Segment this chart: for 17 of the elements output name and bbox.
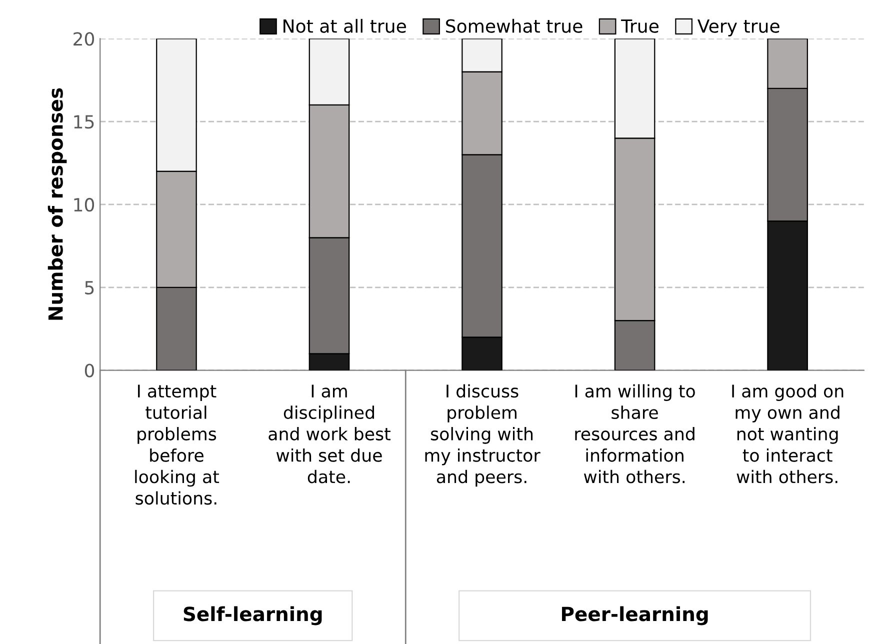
legend-label: True	[621, 19, 658, 33]
x-tick-label: I am willing to share resources and information with others.	[575, 384, 695, 484]
text: Self-learning	[184, 606, 322, 626]
x-tick-label: I am disciplined and work best with set due date.	[268, 384, 390, 484]
y-tick-label: 15	[74, 115, 94, 129]
y-tick-label: 20	[74, 32, 94, 46]
text: Peer-learning	[562, 606, 708, 626]
x-tick-label: I discuss problem solving with my instructor and peers.	[425, 384, 540, 487]
y-tick-label: 10	[74, 198, 94, 212]
y-tick-label: 5	[85, 281, 94, 294]
x-tick-label: I am good on my own and not wanting to interact with others.	[732, 384, 844, 484]
legend-label: Very true	[698, 19, 780, 36]
y-axis-title: Number of responses	[48, 88, 67, 320]
y-tick-label: 0	[84, 364, 94, 378]
x-tick-label: I attempt tutorial problems before looking at solutions.	[135, 384, 220, 505]
legend-label: Somewhat true	[446, 18, 582, 33]
legend-label: Not at all true	[284, 18, 406, 33]
